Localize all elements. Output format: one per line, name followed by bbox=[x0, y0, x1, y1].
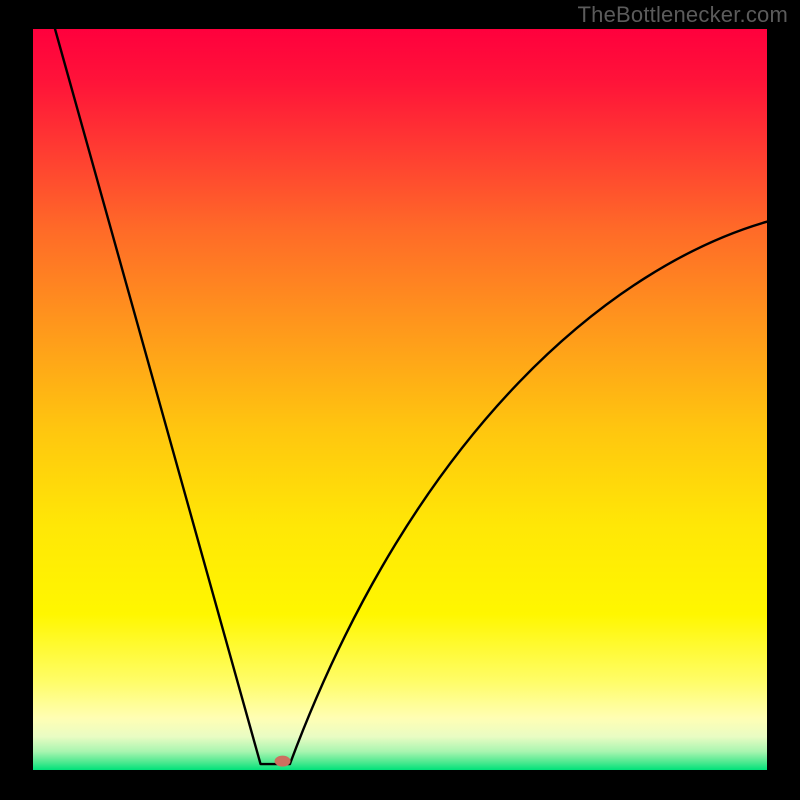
watermark-text: TheBottlenecker.com bbox=[578, 2, 788, 28]
plot-background bbox=[33, 29, 767, 770]
bottleneck-chart-svg bbox=[0, 0, 800, 800]
chart-container: TheBottlenecker.com bbox=[0, 0, 800, 800]
optimum-marker bbox=[275, 756, 291, 767]
